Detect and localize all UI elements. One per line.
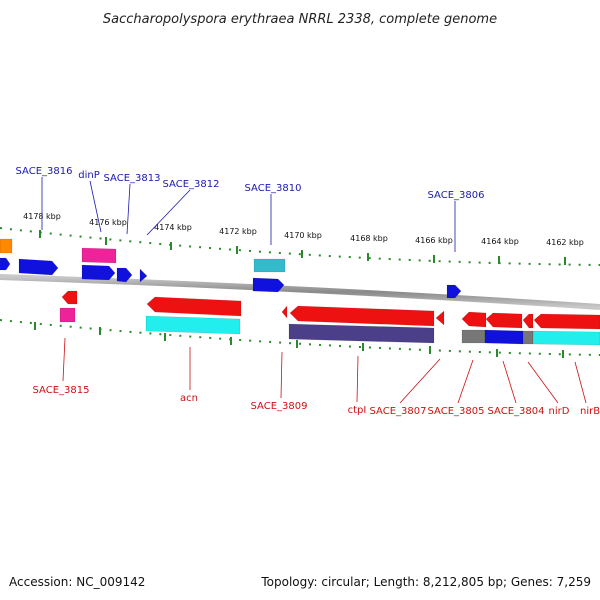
gene-label-sace-3805[interactable]: SACE_3805 <box>428 406 485 417</box>
accession-text: Accession: NC_009142 <box>9 575 145 589</box>
tick-label: 4174 kbp <box>154 223 192 232</box>
gene-label-sace-3807[interactable]: SACE_3807 <box>370 406 427 417</box>
forward-gene-labels: SACE_3816 dinP SACE_3813 SACE_3812 SACE_… <box>16 166 485 252</box>
tick-labels: 4178 kbp 4176 kbp 4174 kbp 4172 kbp 4170… <box>23 212 584 247</box>
tick-label: 4162 kbp <box>546 238 584 247</box>
reverse-gene-labels: SACE_3815 acn SACE_3809 ctpI SACE_3807 S… <box>33 337 600 417</box>
gene-feature[interactable] <box>253 258 286 273</box>
gene-feature[interactable] <box>18 258 59 276</box>
topology-text: Topology: circular; Length: 8,212,805 bp… <box>260 575 591 589</box>
gene-label-sace-3806[interactable]: SACE_3806 <box>428 190 485 201</box>
major-ticks <box>34 230 566 358</box>
gene-label-sace-3810[interactable]: SACE_3810 <box>245 183 302 194</box>
reverse-tick-track <box>0 319 600 356</box>
gene-label-ctpi[interactable]: ctpI <box>348 405 367 416</box>
gene-label-sace-3815[interactable]: SACE_3815 <box>33 385 90 396</box>
gene-label-sace-3809[interactable]: SACE_3809 <box>251 401 308 412</box>
label-leader-line <box>146 189 191 236</box>
gene-label-sace-3816[interactable]: SACE_3816 <box>16 166 73 177</box>
label-leader-line <box>457 359 474 404</box>
label-leader-line <box>574 361 587 404</box>
gene-label-nirb[interactable]: nirB <box>580 406 600 417</box>
reverse-strand-features <box>59 290 600 346</box>
gene-feature[interactable] <box>139 268 148 283</box>
tick-label: 4166 kbp <box>415 236 453 245</box>
label-leader-line <box>502 360 517 404</box>
genome-backbone <box>0 274 600 310</box>
label-leader-line <box>126 183 131 235</box>
gene-feature[interactable] <box>81 264 116 281</box>
gene-label-sace-3812[interactable]: SACE_3812 <box>163 179 220 190</box>
gene-feature[interactable] <box>146 296 242 317</box>
label-leader-line <box>89 180 102 233</box>
label-leader-line <box>356 355 359 403</box>
gene-feature[interactable] <box>0 238 13 254</box>
gene-feature[interactable] <box>61 290 78 305</box>
gene-feature[interactable] <box>252 277 285 293</box>
tick-label: 4172 kbp <box>219 227 257 236</box>
gene-feature[interactable] <box>533 313 600 330</box>
gene-feature[interactable] <box>532 330 600 346</box>
gene-feature[interactable] <box>485 312 523 329</box>
gene-feature[interactable] <box>484 329 524 345</box>
gene-feature[interactable] <box>522 313 534 329</box>
gene-feature[interactable] <box>288 323 435 344</box>
gene-feature[interactable] <box>145 315 241 335</box>
gene-feature[interactable] <box>116 267 133 283</box>
tick-label: 4164 kbp <box>481 237 519 246</box>
tick-label: 4176 kbp <box>89 218 127 227</box>
gene-feature[interactable] <box>522 330 534 345</box>
gene-feature[interactable] <box>461 329 486 344</box>
tick-label: 4170 kbp <box>284 231 322 240</box>
genome-title: Saccharopolyspora erythraea NRRL 2338, c… <box>103 12 497 27</box>
label-leader-line <box>280 351 283 399</box>
gene-label-sace-3813[interactable]: SACE_3813 <box>104 173 161 184</box>
gene-feature[interactable] <box>0 257 11 271</box>
gene-feature[interactable] <box>446 284 462 299</box>
gene-feature[interactable] <box>81 247 117 264</box>
gene-label-acn[interactable]: acn <box>180 393 198 404</box>
gene-feature[interactable] <box>461 311 487 328</box>
forward-tick-track <box>0 227 600 266</box>
forward-strand-features <box>0 238 462 299</box>
label-leader-line <box>527 361 559 404</box>
gene-feature[interactable] <box>281 305 288 319</box>
gene-label-sace-3804[interactable]: SACE_3804 <box>488 406 545 417</box>
label-leader-line <box>399 358 441 404</box>
gene-feature[interactable] <box>289 305 435 327</box>
gene-feature[interactable] <box>59 307 76 323</box>
tick-label: 4168 kbp <box>350 234 388 243</box>
gene-label-nird[interactable]: nirD <box>549 406 570 417</box>
gene-feature[interactable] <box>435 310 445 326</box>
gene-label-dinp[interactable]: dinP <box>78 170 100 181</box>
label-leader-line <box>62 337 66 382</box>
